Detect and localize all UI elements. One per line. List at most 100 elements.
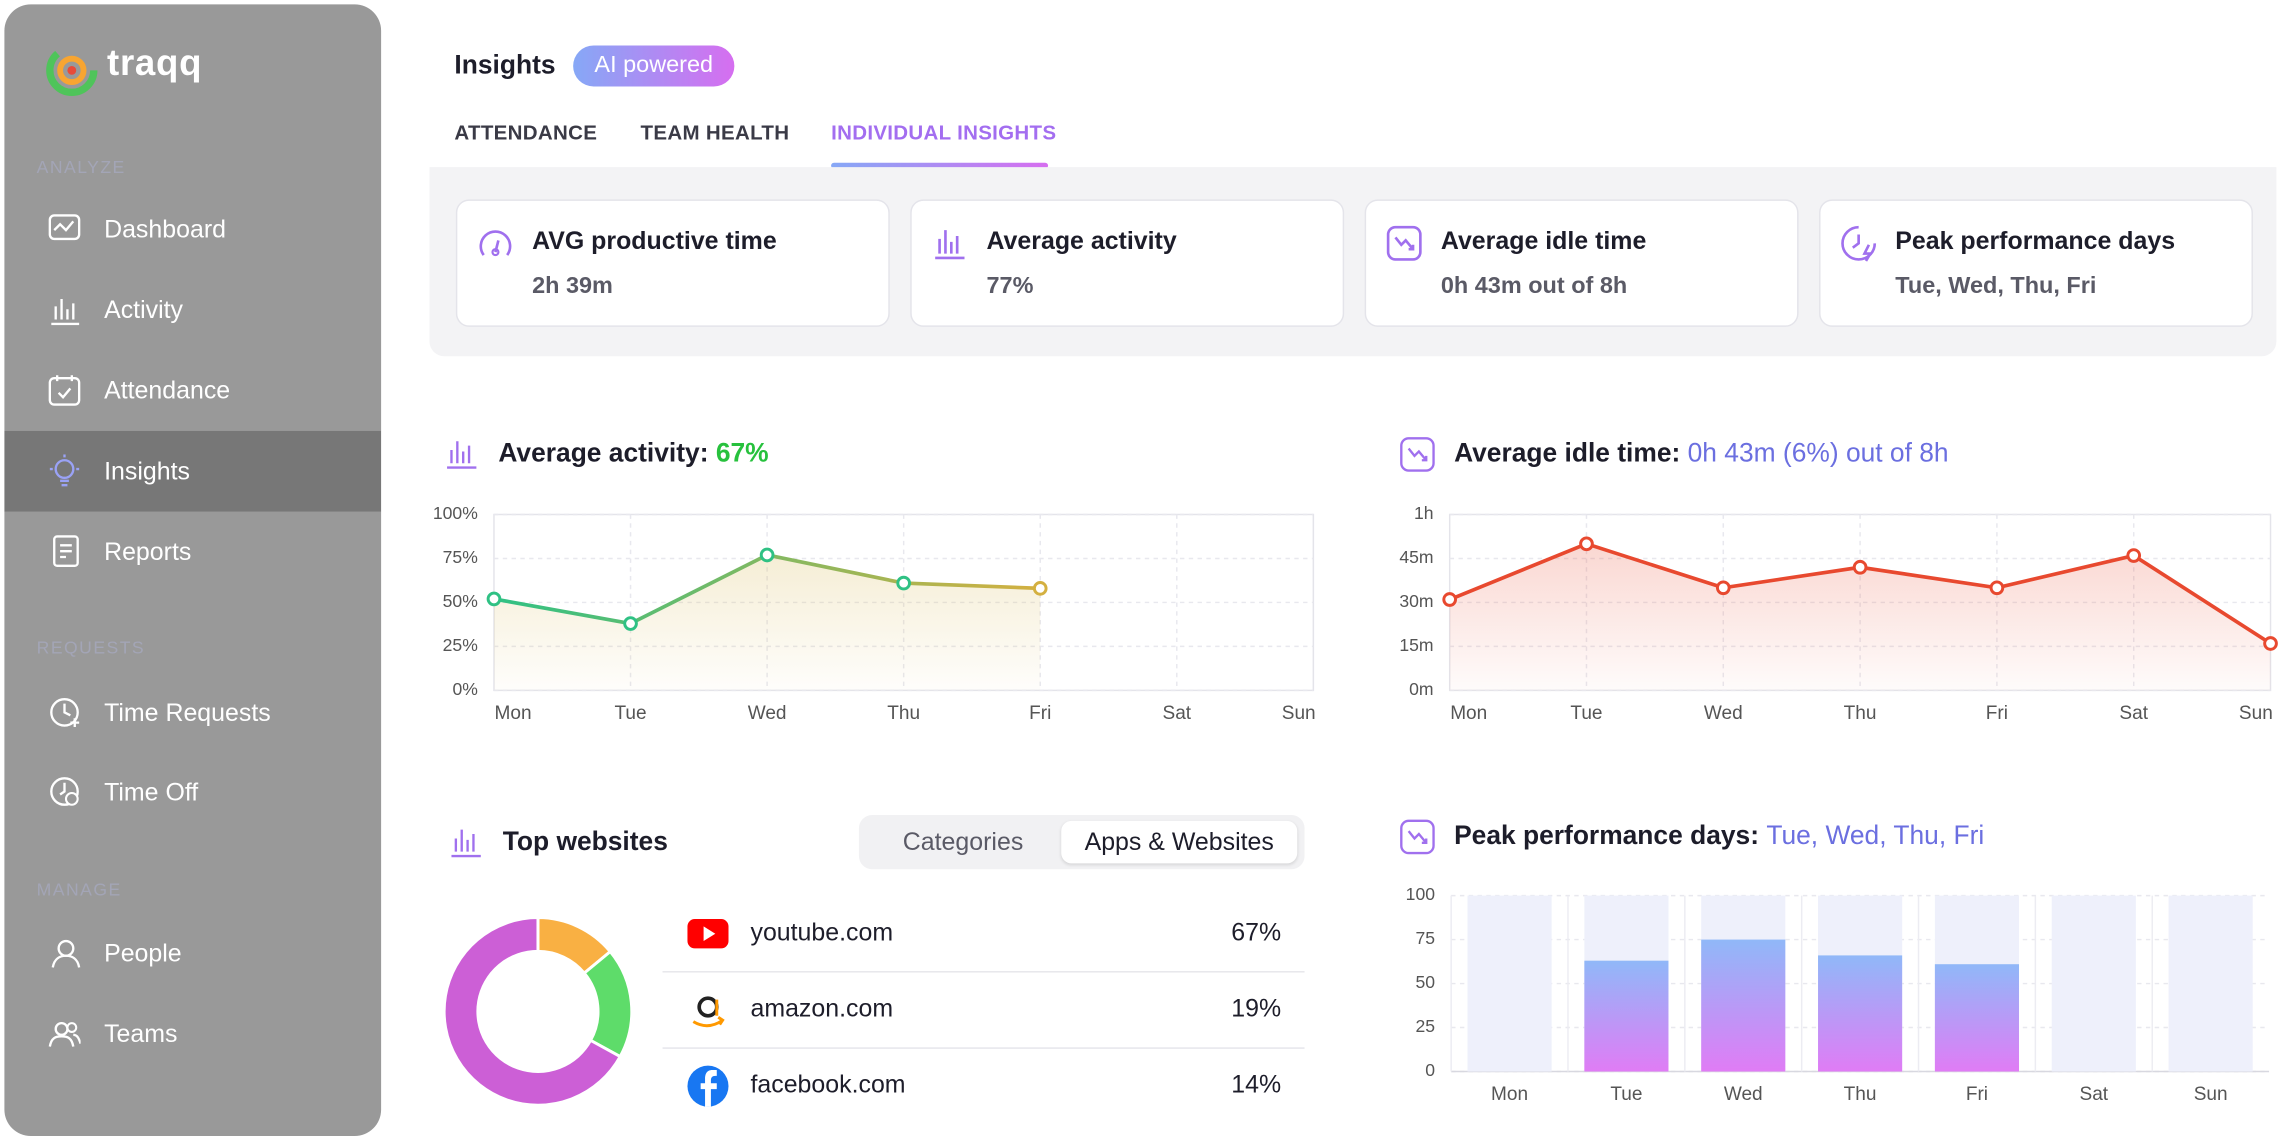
card-value: 77% xyxy=(986,274,1034,300)
site-icon xyxy=(687,1065,729,1107)
title-icon xyxy=(1400,437,1435,472)
card: Peak performance days Tue, Wed, Thu, Fri xyxy=(1819,199,2253,327)
card-value: 0h 43m out of 8h xyxy=(1440,274,1628,300)
tab[interactable]: ATTENDANCE xyxy=(454,120,598,144)
y-tick-label: 75 xyxy=(1415,928,1435,948)
point xyxy=(2263,636,2278,651)
nav-label: Attendance xyxy=(104,376,231,405)
icon xyxy=(935,230,965,260)
site-icon xyxy=(692,996,725,1028)
x-tick-label: Wed xyxy=(1724,1084,1763,1105)
card-value: Tue, Wed, Thu, Fri xyxy=(1895,274,2097,300)
icon xyxy=(1386,225,1422,261)
card-title: Peak performance days xyxy=(1895,227,2176,256)
nav-label: Time Requests xyxy=(104,699,271,728)
pie-slice xyxy=(442,916,623,1107)
x-tick-label: Sat xyxy=(2119,703,2148,724)
point xyxy=(1715,580,1731,596)
y-tick-label: 15m xyxy=(1399,635,1433,655)
y-tick-label: 75% xyxy=(443,547,478,567)
logo xyxy=(46,44,98,97)
site-name: facebook.com xyxy=(750,1071,905,1099)
y-tick-label: 50 xyxy=(1415,972,1435,992)
x-tick-label: Sat xyxy=(2079,1084,2108,1105)
title-icon xyxy=(1400,819,1435,855)
nav-item[interactable]: Reports xyxy=(4,512,381,593)
nav-item[interactable]: Insights xyxy=(4,430,382,512)
nav-label: Dashboard xyxy=(104,215,226,244)
card-title: AVG productive time xyxy=(532,227,777,256)
x-tick-label: Wed xyxy=(1704,703,1743,724)
card-value: 2h 39m xyxy=(532,274,613,300)
icon xyxy=(1841,225,1877,262)
bar xyxy=(1934,964,2020,1072)
x-tick-label: Sun xyxy=(2239,703,2273,724)
y-tick-label: 45m xyxy=(1399,547,1433,567)
x-tick-label: Tue xyxy=(1570,703,1602,724)
section-label: ANALYZE xyxy=(36,156,126,178)
bar xyxy=(1818,955,1903,1072)
y-tick-label: 50% xyxy=(443,591,478,611)
tab[interactable]: INDIVIDUAL INSIGHTS xyxy=(831,120,1057,144)
nav-item[interactable]: Dashboard xyxy=(4,189,381,270)
x-tick-label: Thu xyxy=(1844,703,1877,724)
bar-background xyxy=(1467,895,1552,1072)
card-title: Average activity xyxy=(986,227,1177,256)
icon xyxy=(479,230,512,257)
y-tick-label: 0% xyxy=(452,679,477,699)
point xyxy=(1032,581,1048,596)
bar-background xyxy=(2168,895,2253,1072)
point xyxy=(1852,559,1868,575)
x-tick-label: Fri xyxy=(1966,1084,1988,1105)
badge: AI powered xyxy=(573,45,735,87)
point xyxy=(1442,592,1458,607)
page-title: Insights xyxy=(454,49,556,80)
tab[interactable]: TEAM HEALTH xyxy=(640,120,790,144)
icon xyxy=(50,777,79,806)
y-tick-label: 30m xyxy=(1399,591,1433,611)
point xyxy=(2126,548,2142,563)
point xyxy=(1579,536,1594,552)
brand: traqq xyxy=(107,42,203,84)
chart-title: Average idle time: 0h 43m (6%) out of 8h xyxy=(1454,437,1949,467)
card: AVG productive time 2h 39m xyxy=(455,199,890,327)
nav-label: Teams xyxy=(104,1020,178,1049)
x-tick-label: Thu xyxy=(1844,1084,1877,1105)
site-name: amazon.com xyxy=(750,995,893,1023)
nav-item[interactable]: Activity xyxy=(4,270,381,351)
site-name: youtube.com xyxy=(750,918,893,946)
point xyxy=(623,616,638,631)
x-tick-label: Sun xyxy=(1282,703,1316,724)
y-tick-label: 25 xyxy=(1415,1016,1435,1036)
card: Average idle time 0h 43m out of 8h xyxy=(1364,199,1799,327)
y-tick-label: 100 xyxy=(1406,884,1436,904)
icon xyxy=(49,454,80,487)
nav-item[interactable]: Time Requests xyxy=(4,673,381,754)
nav-item[interactable]: People xyxy=(4,913,381,994)
x-tick-label: Thu xyxy=(887,703,920,724)
icon xyxy=(51,939,81,968)
y-tick-label: 25% xyxy=(443,635,478,655)
point xyxy=(486,591,502,607)
chart-title-text: Peak performance days: xyxy=(1454,820,1759,850)
toggle-option[interactable]: Apps & Websites xyxy=(1061,820,1298,864)
nav-item[interactable]: Attendance xyxy=(4,350,381,431)
nav-item[interactable]: Time Off xyxy=(4,752,381,833)
x-tick-label: Mon xyxy=(494,703,531,724)
tab-indicator xyxy=(831,162,1049,169)
nav-item[interactable]: Teams xyxy=(4,994,381,1075)
bar xyxy=(1584,960,1669,1072)
nav-label: Time Off xyxy=(104,778,199,807)
nav-label: Insights xyxy=(104,457,190,486)
y-tick-label: 0m xyxy=(1409,679,1433,699)
title-icon xyxy=(451,829,481,858)
site-share: 67% xyxy=(1231,918,1281,946)
x-tick-label: Sat xyxy=(1162,703,1191,724)
x-tick-label: Fri xyxy=(1029,703,1051,724)
y-tick-label: 100% xyxy=(433,503,478,523)
card: Average activity 77% xyxy=(910,199,1345,327)
icon xyxy=(48,1021,81,1047)
icon xyxy=(48,375,81,406)
toggle-option[interactable]: Categories xyxy=(902,828,1024,857)
